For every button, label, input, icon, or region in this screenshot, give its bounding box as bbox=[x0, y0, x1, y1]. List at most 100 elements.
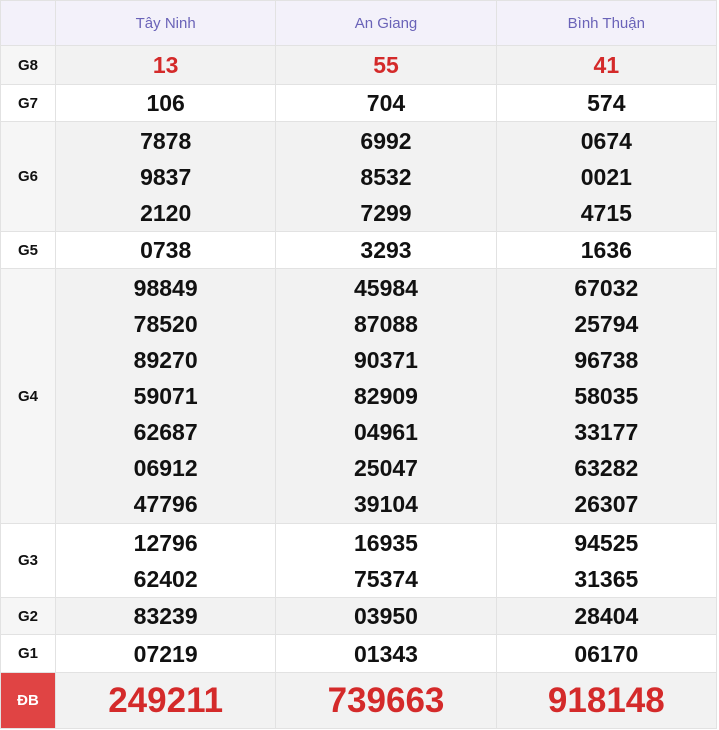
prize-number: 67032 bbox=[574, 275, 639, 301]
prize-number: 58035 bbox=[574, 383, 639, 409]
prize-number: 26307 bbox=[574, 491, 639, 517]
prize-cell: 55 bbox=[275, 45, 497, 85]
prize-number: 87088 bbox=[354, 311, 418, 337]
prize-cell: 41 bbox=[495, 45, 718, 85]
prize-row: G7 106 704 574 bbox=[0, 84, 718, 122]
prize-number: 59071 bbox=[133, 383, 198, 409]
prize-number: 62687 bbox=[133, 419, 198, 445]
prize-cell: 574 bbox=[495, 84, 718, 122]
prize-row: G8 13 55 41 bbox=[0, 45, 718, 85]
prize-cell: 918148 bbox=[495, 672, 718, 729]
prize-cell: 94525 31365 bbox=[495, 523, 718, 598]
prize-number: 06170 bbox=[574, 640, 639, 667]
prize-row: G4 98849 78520 89270 59071 62687 06912 47796 459… bbox=[0, 268, 718, 524]
prize-number: 12796 bbox=[133, 529, 198, 556]
prize-label: G5 bbox=[0, 231, 56, 269]
prize-label: G3 bbox=[0, 523, 56, 598]
prize-row: G1 07219 01343 06170 bbox=[0, 634, 718, 673]
prize-row: G2 83239 03950 28404 bbox=[0, 597, 718, 635]
prize-cell: 1636 bbox=[495, 231, 718, 269]
prize-cell: 704 bbox=[275, 84, 497, 122]
prize-number: 7878 bbox=[140, 127, 192, 154]
column-header: An Giang bbox=[275, 0, 497, 46]
prize-number: 45984 bbox=[354, 275, 418, 301]
prize-number: 0738 bbox=[140, 237, 192, 263]
prize-row: ĐB 249211 739663 918148 bbox=[0, 672, 718, 729]
prize-label: G8 bbox=[0, 45, 56, 85]
prize-number: 75374 bbox=[354, 565, 418, 592]
prize-cell: 6992 8532 7299 bbox=[275, 121, 497, 232]
prize-cell: 12796 62402 bbox=[54, 523, 277, 598]
prize-number: 47796 bbox=[133, 491, 198, 517]
prize-number: 04961 bbox=[354, 419, 418, 445]
prize-number: 82909 bbox=[354, 383, 418, 409]
prize-number: 25047 bbox=[354, 455, 418, 481]
prize-number: 4715 bbox=[580, 199, 632, 226]
prize-label: G7 bbox=[0, 84, 56, 122]
prize-number: 41 bbox=[593, 52, 620, 78]
prize-number: 39104 bbox=[354, 491, 418, 517]
prize-number: 7299 bbox=[360, 199, 412, 226]
prize-number: 249211 bbox=[108, 680, 224, 720]
prize-number: 574 bbox=[587, 90, 626, 116]
prize-number: 33177 bbox=[574, 419, 639, 445]
prize-cell: 06170 bbox=[495, 634, 718, 673]
prize-number: 89270 bbox=[133, 347, 198, 373]
prize-row: G6 7878 9837 2120 6992 8532 7299 0674 0021 4715 bbox=[0, 121, 718, 232]
prize-row: G3 12796 62402 16935 75374 94525 31365 bbox=[0, 523, 718, 598]
header-row: Tây Ninh An Giang Bình Thuận bbox=[0, 0, 718, 46]
prize-number: 03950 bbox=[354, 603, 418, 629]
prize-cell: 0674 0021 4715 bbox=[495, 121, 718, 232]
prize-number: 90371 bbox=[354, 347, 418, 373]
prize-number: 83239 bbox=[133, 603, 198, 629]
corner-cell bbox=[0, 0, 56, 46]
prize-number: 96738 bbox=[574, 347, 639, 373]
prize-cell: 83239 bbox=[54, 597, 277, 635]
prize-number: 25794 bbox=[574, 311, 639, 337]
prize-cell: 249211 bbox=[54, 672, 277, 729]
prize-number: 0021 bbox=[580, 163, 632, 190]
prize-number: 55 bbox=[373, 52, 399, 78]
prize-number: 2120 bbox=[140, 199, 192, 226]
column-header: Bình Thuận bbox=[495, 0, 718, 46]
prize-number: 07219 bbox=[133, 640, 198, 667]
prize-cell: 07219 bbox=[54, 634, 277, 673]
prize-cell: 01343 bbox=[275, 634, 497, 673]
prize-number: 63282 bbox=[574, 455, 639, 481]
prize-number: 01343 bbox=[354, 640, 418, 667]
prize-cell: 45984 87088 90371 82909 04961 25047 39104 bbox=[275, 268, 497, 524]
column-header: Tây Ninh bbox=[54, 0, 277, 46]
prize-cell: 106 bbox=[54, 84, 277, 122]
prize-number: 739663 bbox=[327, 680, 445, 720]
prize-number: 918148 bbox=[547, 680, 665, 720]
prize-cell: 03950 bbox=[275, 597, 497, 635]
prize-row: G5 0738 3293 1636 bbox=[0, 231, 718, 269]
prize-number: 78520 bbox=[133, 311, 198, 337]
prize-label: G6 bbox=[0, 121, 56, 232]
prize-label: G1 bbox=[0, 634, 56, 673]
prize-cell: 98849 78520 89270 59071 62687 06912 47796 bbox=[54, 268, 277, 524]
prize-number: 8532 bbox=[360, 163, 412, 190]
prize-number: 28404 bbox=[574, 603, 639, 629]
prize-cell: 7878 9837 2120 bbox=[54, 121, 277, 232]
prize-cell: 16935 75374 bbox=[275, 523, 497, 598]
prize-cell: 13 bbox=[54, 45, 277, 85]
prize-cell: 28404 bbox=[495, 597, 718, 635]
prize-number: 16935 bbox=[354, 529, 418, 556]
prize-number: 0674 bbox=[580, 127, 632, 154]
prize-number: 13 bbox=[152, 52, 179, 78]
prize-number: 94525 bbox=[574, 529, 639, 556]
prize-label: G2 bbox=[0, 597, 56, 635]
prize-number: 06912 bbox=[133, 455, 198, 481]
prize-number: 3293 bbox=[360, 237, 412, 263]
prize-cell: 3293 bbox=[275, 231, 497, 269]
prize-number: 98849 bbox=[133, 275, 198, 301]
prize-number: 31365 bbox=[574, 565, 639, 592]
prize-number: 106 bbox=[146, 90, 185, 116]
prize-number: 704 bbox=[366, 90, 406, 116]
prize-label: ĐB bbox=[0, 672, 56, 729]
prize-cell: 0738 bbox=[54, 231, 277, 269]
prize-label: G4 bbox=[0, 268, 56, 524]
